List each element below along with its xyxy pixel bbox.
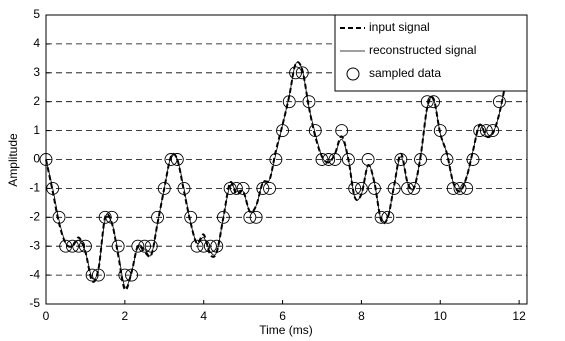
sample-marker: [269, 153, 283, 166]
sample-marker: [111, 239, 125, 253]
x-tick-label: 2: [122, 309, 129, 323]
x-tick-label: 0: [43, 309, 50, 323]
y-tick-label: -4: [29, 267, 40, 281]
sample-marker: [85, 268, 99, 282]
sample-marker: [322, 153, 336, 166]
sample-marker: [184, 210, 198, 224]
sample-marker: [203, 239, 217, 253]
y-tick-label: 2: [33, 94, 40, 108]
sample-marker: [118, 268, 132, 282]
y-tick-label: 3: [33, 65, 40, 79]
y-tick-label: 0: [33, 152, 40, 166]
signal-line: [45, 32, 513, 288]
y-tick-label: -3: [29, 238, 40, 252]
sample-marker: [151, 210, 165, 224]
sample-marker: [453, 181, 467, 195]
sample-marker: [302, 95, 316, 109]
x-axis-label: Time (ms): [259, 323, 313, 337]
x-tick-label: 6: [279, 309, 286, 323]
sample-marker: [446, 181, 460, 195]
sample-marker: [492, 95, 506, 109]
sample-marker: [72, 239, 86, 253]
y-tick-label: 5: [33, 7, 40, 21]
x-tick-label: 8: [358, 309, 365, 323]
sample-marker: [289, 66, 303, 80]
sample-marker: [367, 181, 381, 195]
sample-marker: [229, 181, 243, 195]
sample-marker: [427, 95, 441, 109]
sample-marker: [341, 153, 355, 166]
sample-marker: [125, 268, 139, 282]
sample-marker: [381, 210, 395, 224]
y-tick-label: -2: [29, 209, 40, 223]
sample-marker: [407, 181, 421, 195]
legend-label: reconstructed signal: [369, 43, 476, 57]
sample-marker: [282, 95, 296, 109]
legend-marker: [346, 67, 360, 81]
x-tick-label: 4: [200, 309, 207, 323]
sample-marker: [138, 239, 152, 253]
sample-marker: [177, 181, 191, 195]
legend-label: input signal: [369, 20, 430, 34]
sample-marker: [105, 210, 119, 224]
sample-marker: [190, 239, 204, 253]
sample-marker: [486, 124, 500, 138]
sample-marker: [98, 210, 112, 224]
sample-marker: [479, 124, 493, 138]
sample-marker: [348, 181, 362, 195]
y-tick-label: 1: [33, 123, 40, 137]
y-axis-label: Amplitude: [6, 133, 20, 187]
y-tick-label: 4: [33, 36, 40, 50]
sample-marker: [276, 124, 290, 138]
sample-marker: [295, 66, 309, 80]
sample-marker: [52, 210, 66, 224]
sample-marker: [335, 124, 349, 138]
sample-marker: [144, 239, 158, 253]
sample-marker: [460, 181, 474, 195]
sample-marker: [78, 239, 92, 253]
sample-marker: [387, 181, 401, 195]
sample-marker: [91, 268, 105, 282]
x-tick-label: 10: [434, 309, 448, 323]
sample-marker: [164, 153, 178, 166]
sample-marker: [315, 153, 329, 166]
sample-marker: [65, 239, 79, 253]
sample-marker: [216, 210, 230, 224]
plot-frame: [45, 14, 528, 305]
x-tick-label: 12: [512, 309, 526, 323]
sample-marker: [394, 153, 408, 166]
sample-marker: [433, 124, 447, 138]
y-tick-label: -5: [29, 296, 40, 310]
sample-marker: [197, 239, 211, 253]
sample-marker: [59, 239, 73, 253]
sample-marker: [236, 181, 250, 195]
sample-marker: [440, 153, 454, 166]
sample-marker: [131, 239, 145, 253]
sample-marker: [210, 239, 224, 253]
sample-marker: [256, 181, 270, 195]
sample-marker: [249, 210, 263, 224]
y-tick-label: -1: [29, 181, 40, 195]
sample-marker: [420, 95, 434, 109]
sample-marker: [473, 124, 487, 138]
sample-marker: [243, 210, 257, 224]
sample-marker: [401, 181, 414, 195]
sample-marker: [328, 153, 342, 166]
sample-marker: [414, 153, 427, 166]
sample-marker: [46, 181, 60, 195]
sample-marker: [263, 181, 276, 195]
sample-marker: [361, 153, 375, 166]
sample-marker: [157, 181, 171, 195]
legend-label: sampled data: [369, 66, 441, 80]
sample-marker: [308, 124, 322, 138]
sample-marker: [466, 153, 480, 166]
sample-marker: [354, 181, 368, 195]
sample-marker: [170, 153, 184, 166]
sample-marker: [374, 210, 388, 224]
legend-box: [334, 14, 528, 92]
sample-marker: [223, 181, 237, 195]
